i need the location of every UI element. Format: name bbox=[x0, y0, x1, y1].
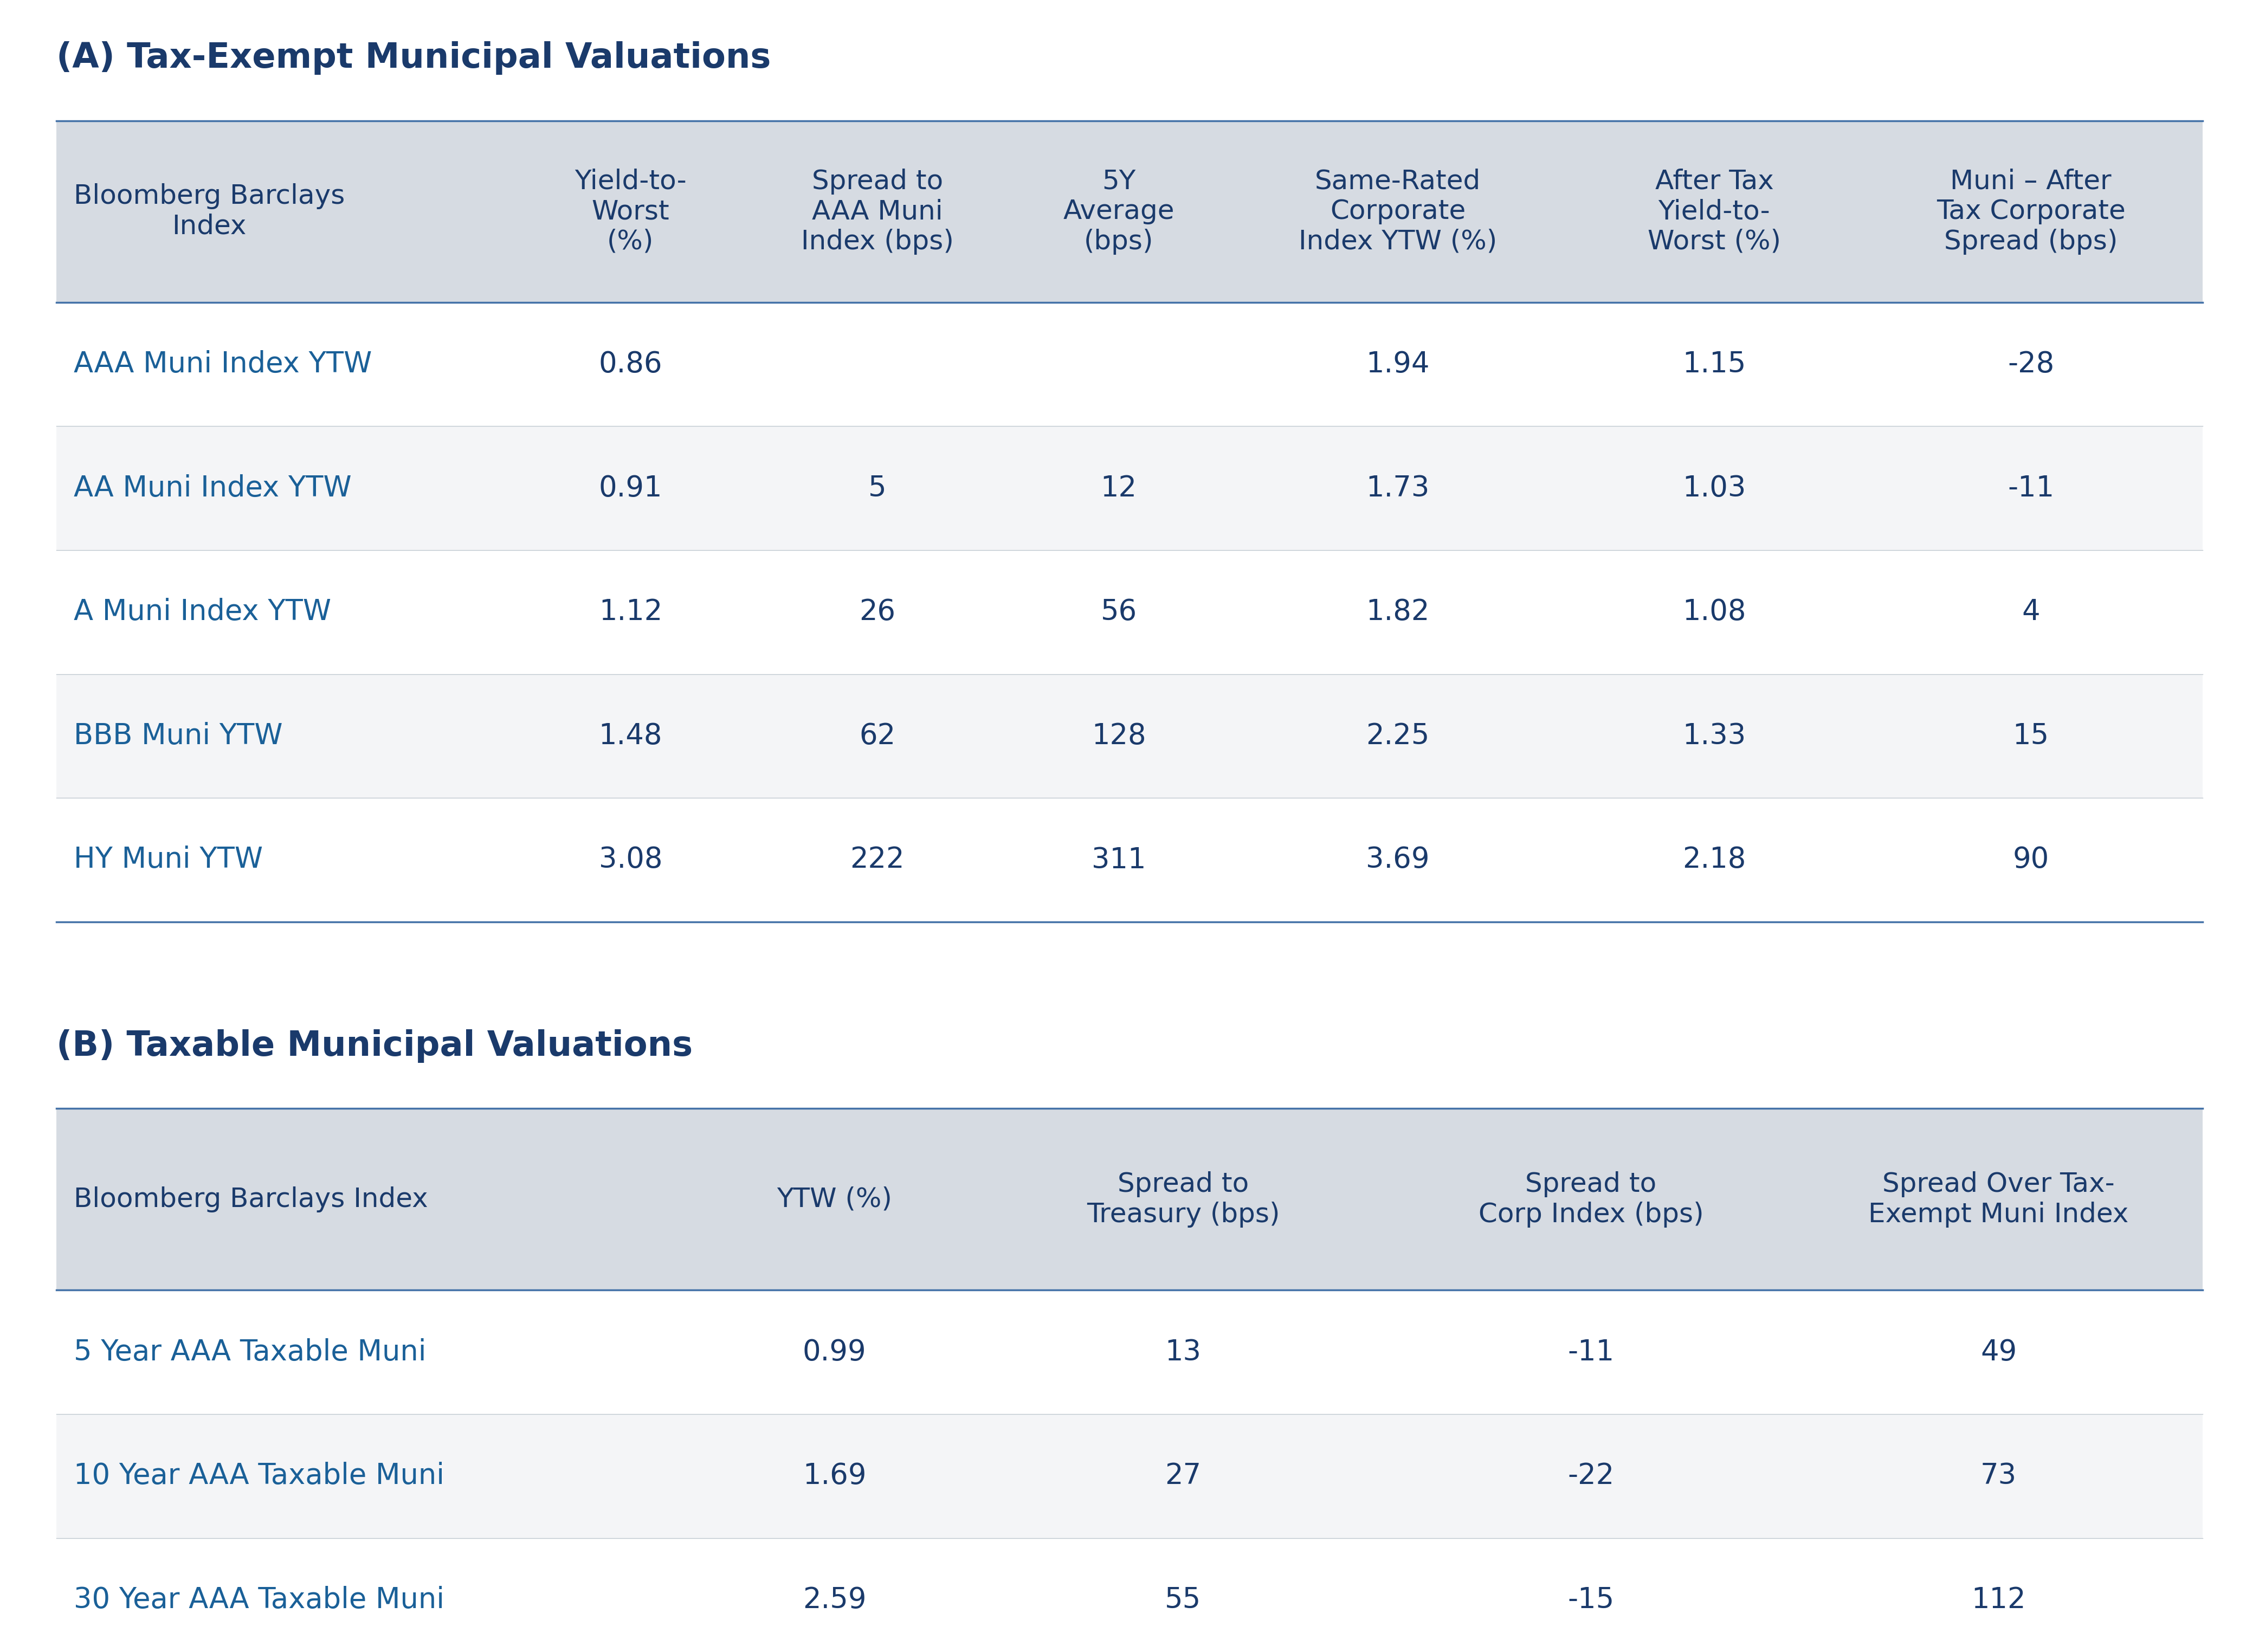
Text: 5 Year AAA Taxable Muni: 5 Year AAA Taxable Muni bbox=[75, 1338, 427, 1366]
Text: 1.73: 1.73 bbox=[1367, 474, 1430, 502]
Text: 27: 27 bbox=[1166, 1462, 1202, 1490]
Text: 90: 90 bbox=[2013, 846, 2049, 874]
Text: YTW (%): YTW (%) bbox=[777, 1186, 892, 1213]
Text: Spread Over Tax-
Exempt Muni Index: Spread Over Tax- Exempt Muni Index bbox=[1868, 1171, 2128, 1227]
Text: 1.33: 1.33 bbox=[1683, 722, 1746, 750]
FancyBboxPatch shape bbox=[56, 550, 2203, 674]
FancyBboxPatch shape bbox=[56, 798, 2203, 922]
Text: 10 Year AAA Taxable Muni: 10 Year AAA Taxable Muni bbox=[75, 1462, 445, 1490]
Text: 1.69: 1.69 bbox=[802, 1462, 865, 1490]
FancyBboxPatch shape bbox=[56, 426, 2203, 550]
Text: 0.91: 0.91 bbox=[599, 474, 662, 502]
Text: AAA Muni Index YTW: AAA Muni Index YTW bbox=[75, 350, 373, 378]
Text: -22: -22 bbox=[1568, 1462, 1615, 1490]
Text: 13: 13 bbox=[1166, 1338, 1202, 1366]
FancyBboxPatch shape bbox=[56, 121, 2203, 302]
Text: 4: 4 bbox=[2022, 598, 2040, 626]
Text: HY Muni YTW: HY Muni YTW bbox=[75, 846, 262, 874]
Text: Spread to
Treasury (bps): Spread to Treasury (bps) bbox=[1087, 1171, 1281, 1227]
FancyBboxPatch shape bbox=[56, 1108, 2203, 1290]
Text: 2.25: 2.25 bbox=[1367, 722, 1430, 750]
Text: 49: 49 bbox=[1981, 1338, 2017, 1366]
Text: 2.59: 2.59 bbox=[802, 1586, 865, 1614]
Text: 62: 62 bbox=[858, 722, 895, 750]
Text: Same-Rated
Corporate
Index YTW (%): Same-Rated Corporate Index YTW (%) bbox=[1299, 169, 1498, 254]
Text: 0.99: 0.99 bbox=[802, 1338, 865, 1366]
Text: 1.08: 1.08 bbox=[1683, 598, 1746, 626]
Text: 1.94: 1.94 bbox=[1367, 350, 1430, 378]
FancyBboxPatch shape bbox=[56, 1538, 2203, 1652]
Text: 5Y
Average
(bps): 5Y Average (bps) bbox=[1064, 169, 1175, 254]
Text: Bloomberg Barclays
Index: Bloomberg Barclays Index bbox=[75, 183, 346, 240]
Text: 112: 112 bbox=[1972, 1586, 2026, 1614]
Text: 12: 12 bbox=[1100, 474, 1136, 502]
Text: -28: -28 bbox=[2008, 350, 2053, 378]
Text: AA Muni Index YTW: AA Muni Index YTW bbox=[75, 474, 352, 502]
Text: -11: -11 bbox=[2008, 474, 2053, 502]
Text: 2.18: 2.18 bbox=[1683, 846, 1746, 874]
Text: 56: 56 bbox=[1100, 598, 1136, 626]
Text: 1.15: 1.15 bbox=[1683, 350, 1746, 378]
Text: 1.48: 1.48 bbox=[599, 722, 662, 750]
Text: Spread to
Corp Index (bps): Spread to Corp Index (bps) bbox=[1477, 1171, 1703, 1227]
FancyBboxPatch shape bbox=[56, 674, 2203, 798]
FancyBboxPatch shape bbox=[56, 1290, 2203, 1414]
Text: After Tax
Yield-to-
Worst (%): After Tax Yield-to- Worst (%) bbox=[1647, 169, 1780, 254]
Text: 3.08: 3.08 bbox=[599, 846, 662, 874]
Text: (B) Taxable Municipal Valuations: (B) Taxable Municipal Valuations bbox=[56, 1029, 694, 1062]
Text: A Muni Index YTW: A Muni Index YTW bbox=[75, 598, 332, 626]
FancyBboxPatch shape bbox=[56, 302, 2203, 426]
Text: Bloomberg Barclays Index: Bloomberg Barclays Index bbox=[75, 1186, 427, 1213]
Text: Spread to
AAA Muni
Index (bps): Spread to AAA Muni Index (bps) bbox=[802, 169, 953, 254]
Text: 26: 26 bbox=[858, 598, 895, 626]
Text: 5: 5 bbox=[867, 474, 886, 502]
Text: 30 Year AAA Taxable Muni: 30 Year AAA Taxable Muni bbox=[75, 1586, 445, 1614]
Text: (A) Tax-Exempt Municipal Valuations: (A) Tax-Exempt Municipal Valuations bbox=[56, 41, 770, 74]
Text: 222: 222 bbox=[849, 846, 904, 874]
Text: 1.82: 1.82 bbox=[1367, 598, 1430, 626]
Text: 1.03: 1.03 bbox=[1683, 474, 1746, 502]
FancyBboxPatch shape bbox=[56, 1414, 2203, 1538]
Text: 311: 311 bbox=[1091, 846, 1145, 874]
Text: BBB Muni YTW: BBB Muni YTW bbox=[75, 722, 282, 750]
Text: 73: 73 bbox=[1981, 1462, 2017, 1490]
Text: 0.86: 0.86 bbox=[599, 350, 662, 378]
Text: 55: 55 bbox=[1166, 1586, 1202, 1614]
Text: Yield-to-
Worst
(%): Yield-to- Worst (%) bbox=[574, 169, 687, 254]
Text: 15: 15 bbox=[2013, 722, 2049, 750]
Text: 3.69: 3.69 bbox=[1367, 846, 1430, 874]
Text: 1.12: 1.12 bbox=[599, 598, 662, 626]
Text: 128: 128 bbox=[1091, 722, 1145, 750]
Text: -15: -15 bbox=[1568, 1586, 1615, 1614]
Text: Muni – After
Tax Corporate
Spread (bps): Muni – After Tax Corporate Spread (bps) bbox=[1936, 169, 2126, 254]
Text: -11: -11 bbox=[1568, 1338, 1615, 1366]
